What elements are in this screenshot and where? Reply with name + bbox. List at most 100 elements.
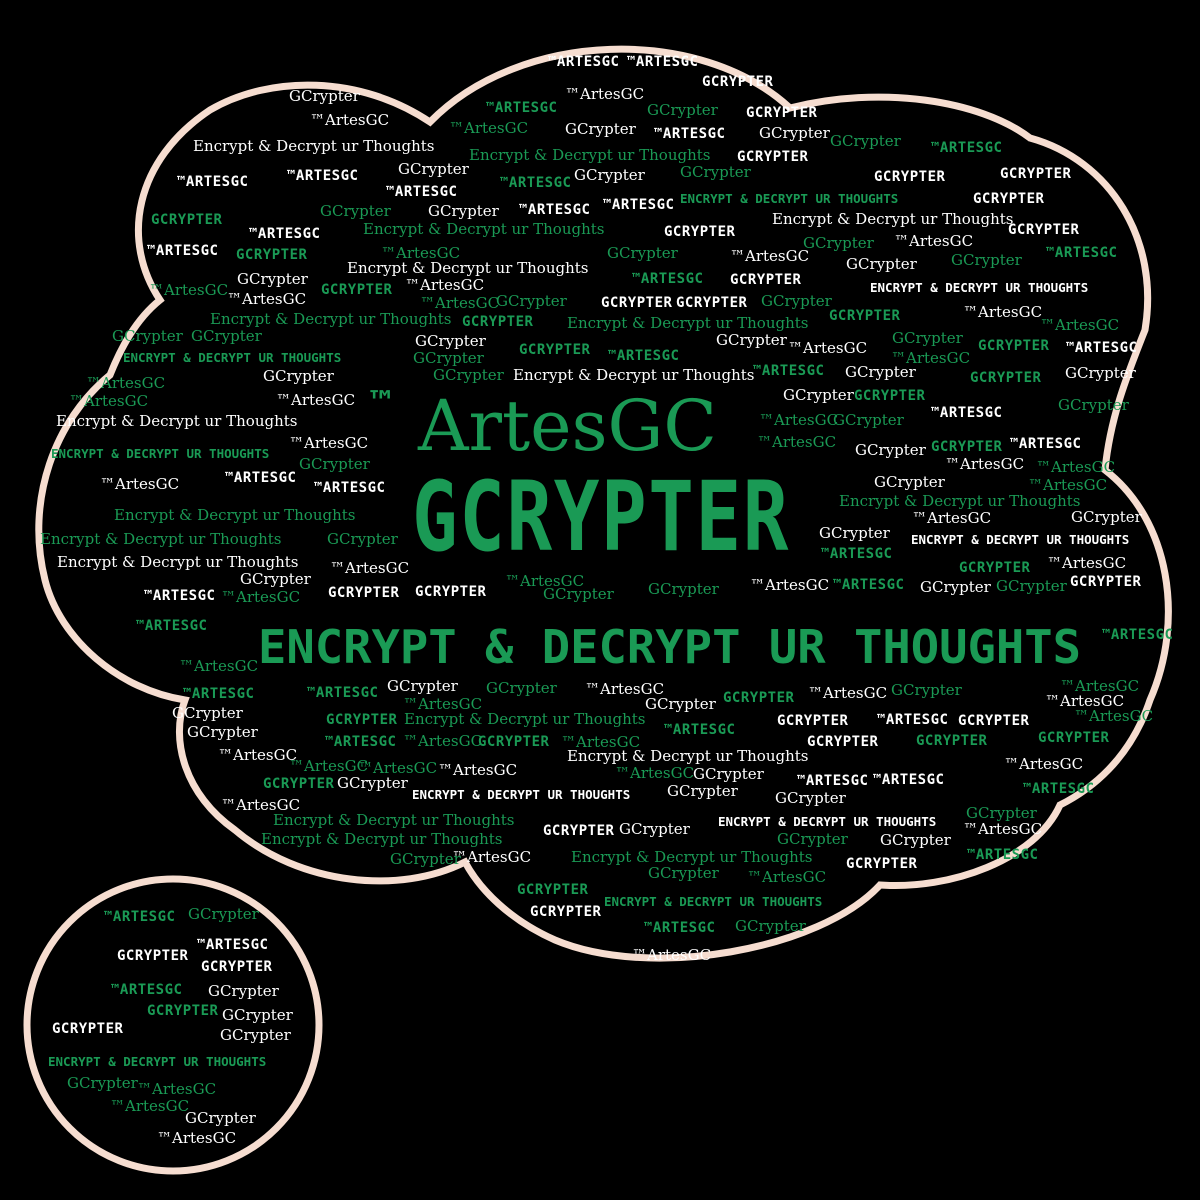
cloud-word: ™ArtesGC [565, 85, 644, 103]
cloud-word: ™ARTESGC [136, 618, 207, 634]
cloud-word: GCrypter [845, 363, 917, 381]
cloud-word: ™ARTESGC [314, 480, 385, 496]
cloud-word: GCrypter [648, 864, 720, 882]
cloud-word: Encrypt & Decrypt ur Thoughts [363, 220, 604, 238]
cloud-word: ™ARTESGC [249, 226, 320, 242]
cloud-word: GCrypter [486, 679, 558, 697]
cloud-word: GCRYPTER [807, 734, 879, 750]
cloud-word: Encrypt & Decrypt ur Thoughts [114, 506, 355, 524]
cloud-word: Encrypt & Decrypt ur Thoughts [57, 553, 298, 571]
cloud-word: ™ARTESGC [225, 470, 296, 486]
cloud-word: ™ArtesGC [310, 111, 389, 129]
cloud-word: GCrypter [387, 677, 459, 695]
cloud-word: ™ArtesGC [405, 276, 484, 294]
cloud-word: ™ArtesGC [69, 392, 148, 410]
cloud-word: ™ARTESGC [519, 202, 590, 218]
cloud-word: ™ArtesGC [381, 244, 460, 262]
cloud-word: GCRYPTER [730, 272, 802, 288]
cloud-word: GCrypter [185, 1109, 257, 1127]
cloud-word: GCRYPTER [52, 1021, 124, 1037]
cloud-word: GCrypter [777, 830, 849, 848]
cloud-word: ™ARTESGC [548, 54, 619, 70]
cloud-word: ™ArtesGC [632, 946, 711, 964]
cloud-word: GCrypter [1065, 364, 1137, 382]
cloud-word: Encrypt & Decrypt ur Thoughts [567, 314, 808, 332]
cloud-word: ™ArtesGC [894, 232, 973, 250]
cloud-word: ™ARTESGC [821, 546, 892, 562]
cloud-word: GCRYPTER [931, 439, 1003, 455]
cloud-word: ™ARTESGC [877, 712, 948, 728]
cloud-word: GCrypter [892, 329, 964, 347]
cloud-word: GCrypter [433, 366, 505, 384]
cloud-word: GCrypter [619, 820, 691, 838]
cloud-word: GCRYPTER [702, 74, 774, 90]
cloud-word: ™ArtesGC [1036, 458, 1115, 476]
cloud-word: ™ARTESGC [1023, 781, 1094, 797]
cloud-word: GCRYPTER [970, 370, 1042, 386]
cloud-word: ™ArtesGC [86, 374, 165, 392]
cloud-word: ENCRYPT & DECRYPT UR THOUGHTS [604, 894, 822, 909]
cloud-word: GCrypter [693, 765, 765, 783]
cloud-word: GCRYPTER [263, 776, 335, 792]
cloud-word: GCRYPTER [1038, 730, 1110, 746]
cloud-word: GCrypter [645, 695, 717, 713]
cloud-word: GCRYPTER [723, 690, 795, 706]
cloud-word: GCRYPTER [530, 904, 602, 920]
cloud-word: GCRYPTER [1070, 574, 1142, 590]
cloud-word: GCrypter [337, 774, 409, 792]
cloud-word: GCrypter [1071, 508, 1143, 526]
cloud-word: ™ARTESGC [833, 577, 904, 593]
cloud-word: GCrypter [496, 292, 568, 310]
cloud-word: ™ARTESGC [147, 243, 218, 259]
cloud-word: ™ArtesGC [420, 294, 499, 312]
cloud-word: GCRYPTER [517, 882, 589, 898]
cloud-word: ™ArtesGC [1004, 755, 1083, 773]
cloud-word: GCRYPTER [462, 314, 534, 330]
cloud-word: ™ArtesGC [585, 680, 664, 698]
cloud-word: ™ARTESGC [931, 405, 1002, 421]
cloud-word: GCrypter [112, 327, 184, 345]
cloud-word: GCrypter [803, 234, 875, 252]
cloud-word: GCRYPTER [543, 823, 615, 839]
cloud-word: GCrypter [327, 530, 399, 548]
cloud-word: GCRYPTER [519, 342, 591, 358]
cloud-word: GCrypter [191, 327, 263, 345]
cloud-word: ™ARTESGC [603, 197, 674, 213]
cloud-word: GCRYPTER [664, 224, 736, 240]
cloud-word: ™ArtesGC [1028, 476, 1107, 494]
cloud-word: ™ARTESGC [325, 734, 396, 750]
cloud-word: ™ArtesGC [963, 303, 1042, 321]
cloud-word: ™ArtesGC [750, 576, 829, 594]
cloud-word: Encrypt & Decrypt ur Thoughts [273, 811, 514, 829]
cloud-word: GCRYPTER [326, 712, 398, 728]
cloud-word: GCrypter [846, 255, 918, 273]
cloud-word: GCRYPTER [201, 959, 273, 975]
cloud-word: ™ArtesGC [505, 572, 584, 590]
cloud-word: GCrypter [667, 782, 739, 800]
cloud-word: GCrypter [880, 831, 952, 849]
cloud-word: GCRYPTER [415, 584, 487, 600]
cloud-word: GCRYPTER [147, 1003, 219, 1019]
cloud-word: ™ARTESGC [797, 773, 868, 789]
cloud-word: ™ArtesGC [945, 455, 1024, 473]
cloud-word: GCrypter [428, 202, 500, 220]
cloud-word: ™ArtesGC [100, 475, 179, 493]
cloud-word: Encrypt & Decrypt ur Thoughts [40, 530, 281, 548]
cloud-word: ™ARTESGC [486, 100, 557, 116]
cloud-word: ™ArtesGC [561, 733, 640, 751]
cloud-word: ™ArtesGC [1045, 692, 1124, 710]
cloud-word: ENCRYPT & DECRYPT UR THOUGHTS [48, 1054, 266, 1069]
cloud-word: ™ARTESGC [104, 909, 175, 925]
cloud-word: ™ARTESGC [608, 348, 679, 364]
cloud-word: GCrypter [783, 386, 855, 404]
cloud-word: Encrypt & Decrypt ur Thoughts [567, 747, 808, 765]
cloud-word: ™ArtesGC [110, 1097, 189, 1115]
cloud-word: ENCRYPT & DECRYPT UR THOUGHTS [51, 446, 269, 461]
cloud-word: GCrypter [891, 681, 963, 699]
cloud-word: ™ArtesGC [227, 290, 306, 308]
cloud-word: ™ArtesGC [615, 764, 694, 782]
cloud-word: GCrypter [187, 723, 259, 741]
app-tagline: ENCRYPT & DECRYPT UR THOUGHTS [258, 620, 1081, 674]
cloud-word: Encrypt & Decrypt ur Thoughts [772, 210, 1013, 228]
